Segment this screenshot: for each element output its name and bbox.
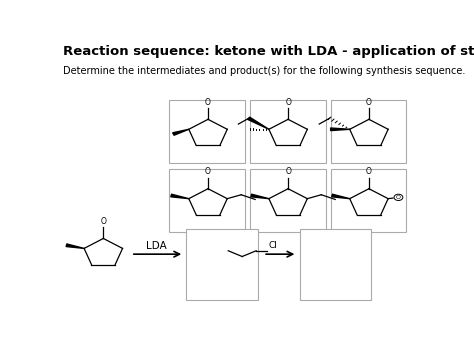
Text: LDA: LDA [146,241,167,251]
Text: O: O [396,195,401,200]
Bar [169,100,245,163]
Text: Cl: Cl [269,241,277,250]
Text: O: O [366,98,372,107]
Circle shape [394,194,403,201]
Text: Reaction sequence: ketone with LDA - application of stereochemistry (Pool 1 of 2: Reaction sequence: ketone with LDA - app… [63,45,474,58]
Polygon shape [171,194,189,199]
Polygon shape [330,128,350,131]
Polygon shape [251,194,269,199]
Text: O: O [285,98,291,107]
Text: Determine the intermediates and product(s) for the following synthesis sequence.: Determine the intermediates and product(… [63,66,465,76]
Text: O: O [205,167,211,176]
Polygon shape [247,117,269,129]
Polygon shape [66,244,84,249]
Bar [331,100,406,163]
Bar [250,100,326,163]
Text: O: O [205,98,211,107]
Text: O: O [285,167,291,176]
Bar [331,169,406,232]
Bar [250,169,326,232]
Bar [169,169,245,232]
Text: O: O [100,217,106,226]
Polygon shape [173,129,189,135]
Polygon shape [332,194,350,199]
Text: O: O [366,167,372,176]
Bar [186,229,258,300]
Bar [300,229,372,300]
